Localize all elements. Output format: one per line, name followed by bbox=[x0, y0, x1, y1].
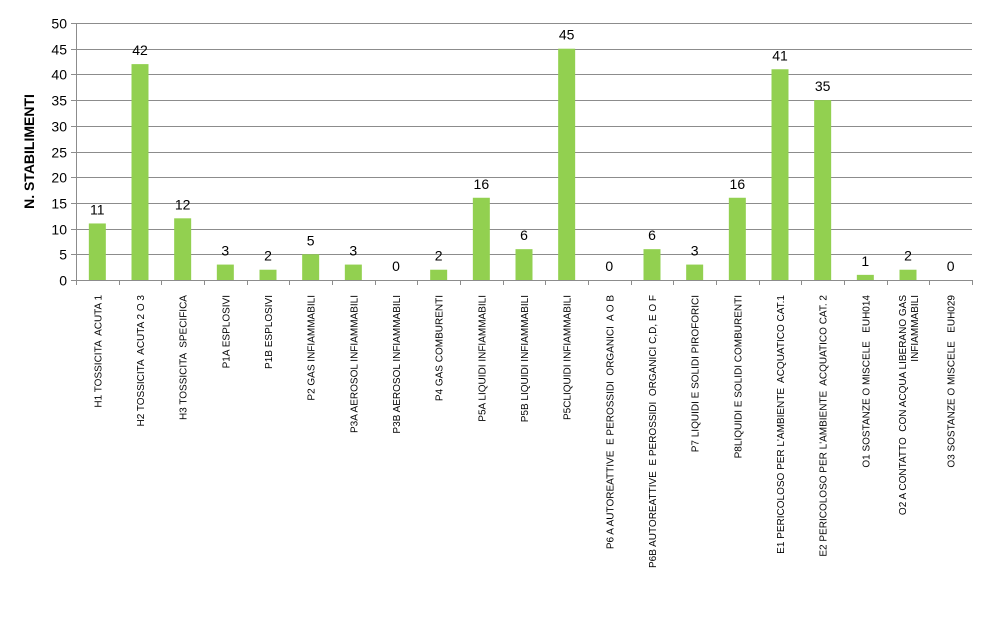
y-tick-label: 25 bbox=[51, 145, 67, 161]
data-label: 2 bbox=[904, 248, 912, 264]
bar bbox=[88, 223, 106, 280]
data-label: 3 bbox=[221, 243, 229, 259]
data-label: 2 bbox=[264, 248, 272, 264]
y-tick-label: 40 bbox=[51, 67, 67, 83]
y-tick-label: 30 bbox=[51, 119, 67, 135]
data-label: 45 bbox=[559, 27, 575, 43]
x-category-label: P2 GAS INFIAMMABILI bbox=[307, 295, 318, 401]
x-category-label: P6B AUTOREATTIVE E PEROSSIDI ORGANICI C,… bbox=[648, 295, 659, 568]
bar bbox=[472, 197, 490, 280]
x-category-label: O1 SOSTANZE O MISCELE EUH014 bbox=[861, 295, 872, 468]
x-category-label: H2 TOSSICITA ACUTA 2 O 3 bbox=[136, 295, 147, 427]
y-tick-label: 0 bbox=[59, 273, 67, 289]
data-label: 16 bbox=[474, 176, 490, 192]
x-category-label: P1B ESPLOSIVI bbox=[264, 295, 275, 369]
y-tick-label: 45 bbox=[51, 42, 67, 58]
data-label: 16 bbox=[730, 176, 746, 192]
y-tick-label: 15 bbox=[51, 196, 67, 212]
y-tick-label: 10 bbox=[51, 222, 67, 238]
bar bbox=[430, 269, 448, 280]
x-category-label: P3A AEROSOL INFIAMMABILI bbox=[349, 295, 360, 433]
bar bbox=[216, 264, 234, 280]
data-label: 42 bbox=[132, 42, 148, 58]
bar bbox=[771, 69, 789, 280]
data-label: 1 bbox=[861, 253, 869, 269]
x-category-label: O2 A CONTATTO CON ACQUA LIBERANO GAS bbox=[898, 295, 909, 515]
data-label: 5 bbox=[307, 232, 315, 248]
x-category-label: P5A LIQUIDI INFIAMMABILI bbox=[477, 295, 488, 422]
bar bbox=[131, 64, 149, 281]
x-category-label: E1 PERICOLOSO PER L'AMBIENTE ACQUATICO C… bbox=[776, 295, 787, 554]
bars bbox=[88, 48, 917, 281]
bar bbox=[174, 218, 192, 280]
x-category-label: O3 SOSTANZE O MISCELE EUH029 bbox=[947, 295, 958, 468]
data-label: 11 bbox=[90, 201, 105, 217]
bar bbox=[643, 249, 661, 280]
data-label: 6 bbox=[648, 227, 656, 243]
data-label: 0 bbox=[605, 258, 613, 274]
gridlines bbox=[76, 23, 972, 255]
x-category-label: H3 TOSSICITA SPECIFICA bbox=[179, 295, 190, 420]
y-axis-title: N. STABILIMENTI bbox=[21, 94, 37, 209]
x-category-label: INFIAMMABILI bbox=[910, 295, 921, 362]
x-category-label: E2 PERICOLOSO PER L'AMBIENTE ACQUATICO C… bbox=[819, 295, 830, 557]
x-category-label: P5B LIQUIDI INFIAMMABILI bbox=[520, 295, 531, 422]
x-category-label: P3B AEROSOL INFIAMMABILI bbox=[392, 295, 403, 434]
x-category-label: P4 GAS COMBURENTI bbox=[435, 295, 446, 401]
bar bbox=[302, 254, 320, 280]
data-label: 3 bbox=[691, 243, 699, 259]
y-tick-label: 5 bbox=[59, 247, 67, 263]
bar bbox=[515, 249, 533, 280]
y-tick-label: 35 bbox=[51, 93, 67, 109]
axes bbox=[71, 23, 973, 285]
bar bbox=[686, 264, 704, 280]
data-label: 41 bbox=[772, 47, 788, 63]
y-tick-label: 20 bbox=[51, 170, 67, 186]
bar bbox=[558, 48, 576, 281]
x-category-label: H1 TOSSICITA ACUTA 1 bbox=[93, 295, 104, 408]
data-label: 0 bbox=[947, 258, 955, 274]
data-label: 35 bbox=[815, 78, 831, 94]
data-label: 12 bbox=[175, 196, 191, 212]
data-label: 6 bbox=[520, 227, 528, 243]
x-category-label: P7 LIQUIDI E SOLIDI PIROFORICI bbox=[691, 295, 702, 452]
data-label: 3 bbox=[349, 243, 357, 259]
bar bbox=[814, 100, 832, 280]
bar bbox=[259, 269, 277, 280]
x-category-label: P6 A AUTOREATTIVE E PEROSSIDI ORGANICI A… bbox=[605, 295, 616, 549]
y-tick-label: 50 bbox=[51, 16, 67, 32]
bar bbox=[856, 274, 874, 280]
bar bbox=[899, 269, 917, 280]
x-category-label: P5CLIQUIDI INFIAMMABILI bbox=[563, 295, 574, 420]
bar bbox=[728, 197, 746, 280]
x-category-label: P1A ESPLOSIVI bbox=[221, 295, 232, 368]
data-label: 2 bbox=[435, 248, 443, 264]
bar bbox=[344, 264, 362, 280]
x-category-label: P8LIQUIDI E SOLIDI COMBURENTI bbox=[733, 295, 744, 458]
data-label: 0 bbox=[392, 258, 400, 274]
